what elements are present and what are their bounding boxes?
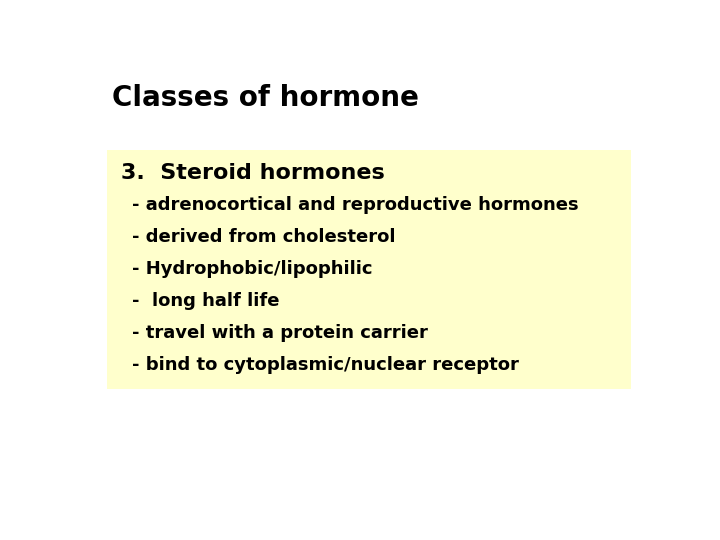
Text: -  long half life: - long half life xyxy=(132,292,279,310)
FancyBboxPatch shape xyxy=(107,150,631,389)
Text: - travel with a protein carrier: - travel with a protein carrier xyxy=(132,324,428,342)
Text: Classes of hormone: Classes of hormone xyxy=(112,84,419,112)
Text: - adrenocortical and reproductive hormones: - adrenocortical and reproductive hormon… xyxy=(132,196,578,214)
Text: - bind to cytoplasmic/nuclear receptor: - bind to cytoplasmic/nuclear receptor xyxy=(132,356,518,374)
Text: 3.  Steroid hormones: 3. Steroid hormones xyxy=(121,163,384,183)
Text: - Hydrophobic/lipophilic: - Hydrophobic/lipophilic xyxy=(132,260,372,278)
Text: - derived from cholesterol: - derived from cholesterol xyxy=(132,228,395,246)
